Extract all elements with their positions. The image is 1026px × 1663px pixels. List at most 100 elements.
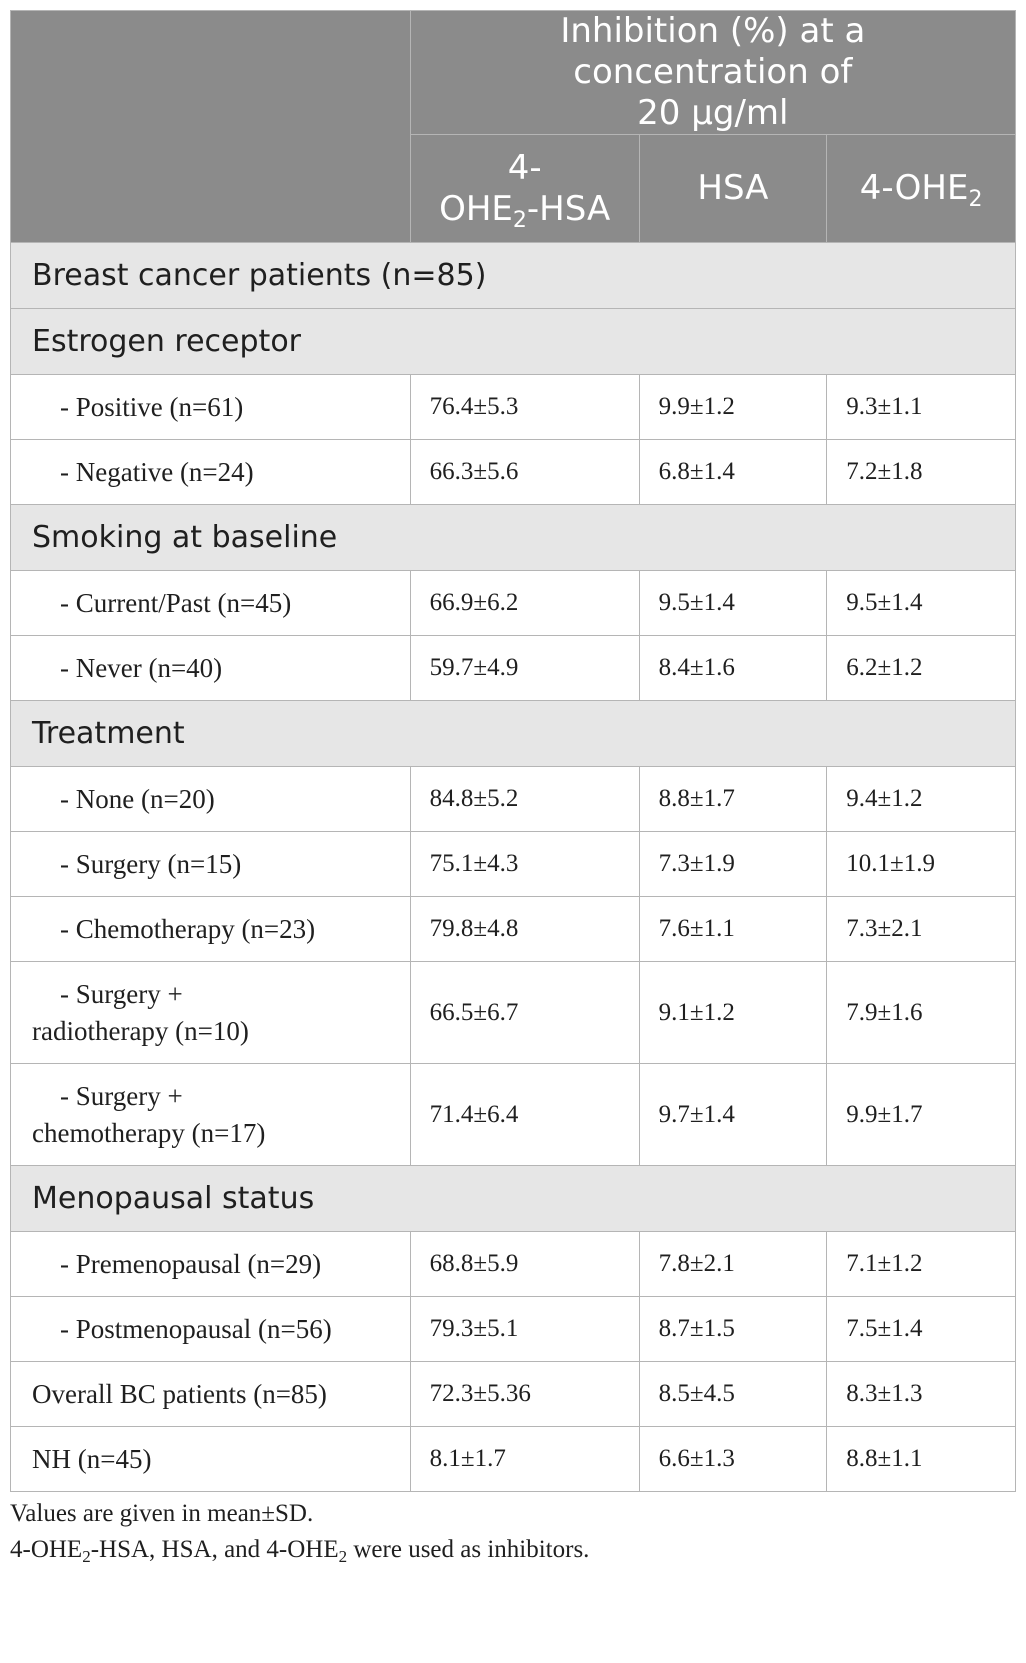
table-row: - Chemotherapy (n=23) 79.8±4.8 7.6±1.1 7.3±… [10,896,1016,962]
value-cell-1: 66.9±6.2 [409,570,640,636]
value-cell-1: 79.8±4.8 [409,896,640,962]
table-row: - Surgery + chemotherapy (n=17) 71.4±6.4 9.… [10,1063,1016,1166]
value-cell-1: 84.8±5.2 [409,766,640,832]
value-cell-1: 72.3±5.36 [409,1361,640,1427]
row-label: - Negative (n=24) [10,439,411,505]
value-cell-2: 9.5±1.4 [638,570,828,636]
value-cell-1: 59.7±4.9 [409,635,640,701]
col1-main: OHE [439,188,513,229]
value-cell-3: 7.9±1.6 [826,961,1016,1064]
footnote-line-2: 4-OHE2-HSA, HSA, and 4-OHE2 were used as… [10,1532,1016,1568]
value-cell-2: 8.5±4.5 [638,1361,828,1427]
value-cell-1: 75.1±4.3 [409,831,640,897]
value-cell-3: 9.5±1.4 [826,570,1016,636]
value-cell-1: 68.8±5.9 [409,1231,640,1297]
value-cell-3: 7.5±1.4 [826,1296,1016,1362]
table-row: - None (n=20) 84.8±5.2 8.8±1.7 9.4±1.2 [10,766,1016,832]
section-heading-row: Menopausal status [10,1165,1016,1232]
row-label: - Current/Past (n=45) [10,570,411,636]
table-row: - Premenopausal (n=29) 68.8±5.9 7.8±2.1 7.1… [10,1231,1016,1297]
row-label-line1: - Never (n=40) [60,652,223,683]
col2-text: HSA [697,168,769,208]
section-heading-row: Smoking at baseline [10,504,1016,571]
value-cell-3: 9.3±1.1 [826,374,1016,440]
row-label: - Premenopausal (n=29) [10,1231,411,1297]
col1-line2: OHE2-HSA [411,188,639,233]
value-cell-3: 9.4±1.2 [826,766,1016,832]
summary-row: Overall BC patients (n=85) 72.3±5.36 8.5±4… [10,1361,1016,1427]
value-cell-1: 79.3±5.1 [409,1296,640,1362]
value-cell-2: 6.6±1.3 [638,1426,828,1492]
value-cell-2: 7.8±2.1 [638,1231,828,1297]
fn-sub2: 2 [338,1547,348,1566]
row-label-line1: - None (n=20) [60,783,215,814]
row-label-line2: chemotherapy (n=17) [32,1117,266,1148]
row-label: - Surgery (n=15) [10,831,411,897]
value-cell-3: 8.8±1.1 [826,1426,1016,1492]
section-heading-row: Estrogen receptor [10,308,1016,375]
table-body: Breast cancer patients (n=85) Estrogen r… [10,242,1016,1492]
section-heading: Smoking at baseline [10,504,1016,571]
value-cell-1: 66.3±5.6 [409,439,640,505]
header-col-4ohe2: 4-OHE2 [826,134,1016,243]
col1-suffix: -HSA [526,188,611,229]
row-label-line2: radiotherapy (n=10) [32,1015,249,1046]
header-col-4ohe2-hsa: 4- OHE2-HSA [409,134,640,243]
section-heading: Treatment [10,700,1016,767]
table-row: - Never (n=40) 59.7±4.9 8.4±1.6 6.2±1.2 [10,635,1016,701]
title-row: Breast cancer patients (n=85) [10,242,1016,309]
fn-sub1: 2 [82,1547,91,1566]
col1-sub: 2 [512,207,527,233]
col1-line1: 4- [507,147,542,188]
row-label-line1: - Surgery + [60,978,183,1009]
value-cell-3: 8.3±1.3 [826,1361,1016,1427]
summary-row: NH (n=45) 8.1±1.7 6.6±1.3 8.8±1.1 [10,1426,1016,1492]
row-label-line1: - Chemotherapy (n=23) [60,913,316,944]
row-label-line1: - Current/Past (n=45) [60,587,292,618]
table-row: - Postmenopausal (n=56) 79.3±5.1 8.7±1.5 7.… [10,1296,1016,1362]
header-col-hsa: HSA [638,134,828,243]
col3-main: 4-OHE [859,168,969,208]
header-empty-cell [10,10,411,243]
value-cell-3: 7.3±2.1 [826,896,1016,962]
value-cell-1: 71.4±6.4 [409,1063,640,1166]
table-row: - Negative (n=24) 66.3±5.6 6.8±1.4 7.2±1.8 [10,439,1016,505]
value-cell-2: 8.4±1.6 [638,635,828,701]
value-cell-2: 9.9±1.2 [638,374,828,440]
table-row: - Positive (n=61) 76.4±5.3 9.9±1.2 9.3±1.1 [10,374,1016,440]
table-row: - Surgery + radiotherapy (n=10) 66.5±6.7 9.… [10,961,1016,1064]
row-label-line1: - Postmenopausal (n=56) [60,1313,332,1344]
row-label: - Chemotherapy (n=23) [10,896,411,962]
header-group-title: Inhibition (%) at a concentration of 20 … [409,10,1017,135]
row-label-line1: - Surgery + [60,1080,183,1111]
row-label-line1: - Surgery (n=15) [60,848,242,879]
footnote-line-1: Values are given in mean±SD. [10,1500,314,1527]
table-row: - Surgery (n=15) 75.1±4.3 7.3±1.9 10.1±1.9 [10,831,1016,897]
summary-label: Overall BC patients (n=85) [10,1361,411,1427]
value-cell-2: 6.8±1.4 [638,439,828,505]
col3-sub: 2 [968,187,983,212]
row-label: - Never (n=40) [10,635,411,701]
section-heading: Menopausal status [10,1165,1016,1232]
value-cell-3: 7.1±1.2 [826,1231,1016,1297]
value-cell-1: 66.5±6.7 [409,961,640,1064]
fn-b: -HSA, HSA, and 4-OHE [90,1536,339,1563]
value-cell-2: 8.7±1.5 [638,1296,828,1362]
fn-c: were used as inhibitors. [347,1536,590,1563]
group-title-text: Inhibition (%) at a concentration of 20 … [560,11,866,133]
row-label-line1: - Positive (n=61) [60,391,244,422]
row-label-line1: - Negative (n=24) [60,456,254,487]
value-cell-2: 9.1±1.2 [638,961,828,1064]
value-cell-1: 76.4±5.3 [409,374,640,440]
value-cell-2: 8.8±1.7 [638,766,828,832]
value-cell-3: 6.2±1.2 [826,635,1016,701]
value-cell-2: 7.6±1.1 [638,896,828,962]
table-row: - Current/Past (n=45) 66.9±6.2 9.5±1.4 9.5±… [10,570,1016,636]
value-cell-1: 8.1±1.7 [409,1426,640,1492]
row-label-line1: - Premenopausal (n=29) [60,1248,322,1279]
row-label: - Postmenopausal (n=56) [10,1296,411,1362]
row-label: - Surgery + radiotherapy (n=10) [10,961,411,1064]
summary-label: NH (n=45) [10,1426,411,1492]
row-label: - Surgery + chemotherapy (n=17) [10,1063,411,1166]
section-heading: Estrogen receptor [10,308,1016,375]
